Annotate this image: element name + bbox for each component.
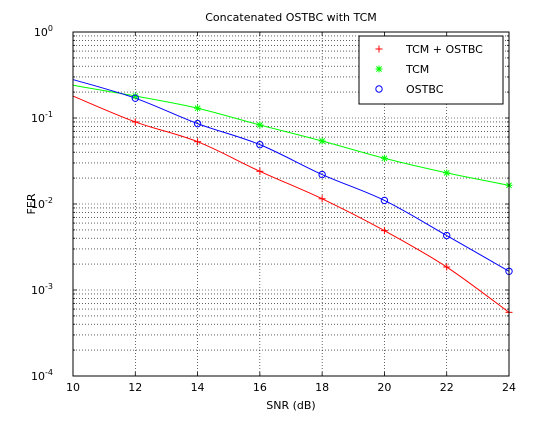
x-tick-label: 22 [440,381,454,394]
legend-label: OSTBC [406,83,444,96]
data-point-1-4 [380,154,388,162]
axis-ticks [72,32,510,377]
x-tick-label: 12 [128,381,142,394]
y-tick-label: 10-3 [31,282,53,297]
x-tick-labels: 10 12 14 16 18 20 22 24 [66,381,516,394]
data-point-0-1 [194,138,202,146]
legend-marker-0 [375,45,383,53]
legend-item: TCM + OSTBC [375,43,483,56]
data-point-1-5 [443,169,451,177]
data-point-0-2 [256,167,264,175]
y-tick-labels: 10-4 10-3 10-2 10-1 100 [31,24,53,383]
x-tick-label: 14 [191,381,205,394]
y-tick-label: 10-4 [31,368,53,383]
x-axis-label: SNR (dB) [266,399,315,412]
series-line-1 [72,84,510,186]
chart-title: Concatenated OSTBC with TCM [205,11,377,24]
series-line-2 [72,79,510,272]
data-point-0-5 [443,263,451,271]
data-point-2-2 [256,140,264,149]
y-tick-label: 100 [34,24,53,39]
data-point-2-4 [380,196,389,205]
legend-marker-2 [375,85,383,93]
series-markers [131,92,513,316]
legend-marker-1 [375,65,383,73]
x-tick-label: 24 [502,381,516,394]
x-tick-label: 16 [253,381,267,394]
data-point-1-1 [194,104,202,112]
legend-label: TCM [405,63,429,76]
y-axis-label: FER [25,193,38,214]
legend-label: TCM + OSTBC [405,43,483,56]
data-point-2-3 [318,170,326,179]
data-point-2-5 [443,231,451,240]
series-curves [72,79,510,313]
data-point-0-4 [380,227,388,235]
data-point-0-0 [131,118,139,126]
data-point-1-2 [256,121,264,129]
data-point-2-0 [131,94,139,102]
legend-item: OSTBC [375,83,444,96]
y-tick-label: 10-1 [31,110,53,125]
data-point-2-1 [193,119,202,128]
data-point-0-3 [318,195,326,203]
legend-item: TCM [375,63,429,76]
x-tick-label: 10 [66,381,80,394]
y-tick-label: 10-2 [31,196,53,211]
legend: TCM + OSTBC TCM OSTBC [358,35,504,105]
data-point-1-3 [318,137,326,145]
legend-box [358,35,504,105]
x-tick-label: 18 [315,381,329,394]
x-tick-label: 20 [377,381,391,394]
series-line-0 [72,95,510,313]
